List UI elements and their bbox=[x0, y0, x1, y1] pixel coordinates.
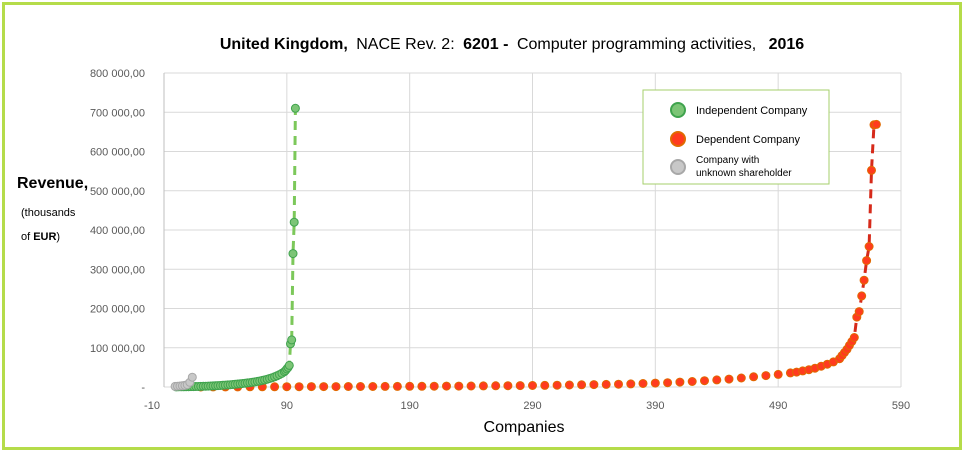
y-axis-unit-line2: of EUR) bbox=[21, 231, 60, 243]
data-point-dependent bbox=[368, 382, 378, 391]
data-point-dependent bbox=[749, 372, 759, 382]
x-tick-label: 590 bbox=[892, 400, 910, 412]
x-tick-label: 390 bbox=[646, 400, 664, 412]
data-point-dependent bbox=[736, 373, 746, 383]
data-point-dependent bbox=[478, 381, 488, 391]
y-tick-label: 400 000,00 bbox=[90, 225, 145, 237]
x-axis-ticks: -10 90 190 290 390 490 590 bbox=[144, 400, 910, 412]
data-point-dependent bbox=[454, 381, 464, 391]
x-tick-label: 290 bbox=[523, 400, 541, 412]
data-point-dependent bbox=[356, 382, 365, 391]
data-point-unknown bbox=[187, 372, 197, 382]
data-point-dependent bbox=[700, 376, 709, 386]
data-point-dependent bbox=[515, 381, 525, 391]
data-point-dependent bbox=[859, 275, 869, 285]
data-point-dependent bbox=[442, 381, 451, 391]
data-point-dependent bbox=[466, 381, 476, 391]
data-point-independent bbox=[290, 103, 300, 113]
data-point-dependent bbox=[638, 379, 648, 388]
series-points bbox=[170, 103, 881, 392]
y-tick-label: 700 000,00 bbox=[90, 107, 145, 119]
data-point-dependent bbox=[405, 381, 415, 391]
trend-line-independent bbox=[285, 108, 297, 370]
data-point-dependent bbox=[528, 381, 537, 390]
data-point-dependent bbox=[331, 382, 341, 392]
data-point-dependent bbox=[392, 381, 402, 391]
data-point-dependent bbox=[663, 378, 673, 388]
data-point-dependent bbox=[380, 381, 390, 391]
legend-marker-unknown bbox=[670, 159, 686, 175]
data-point-dependent bbox=[626, 379, 636, 389]
data-point-independent bbox=[287, 335, 297, 345]
y-tick-label: - bbox=[141, 382, 145, 394]
legend-label-dependent: Dependent Company bbox=[696, 134, 800, 146]
data-point-independent bbox=[288, 249, 298, 259]
x-axis-label: Companies bbox=[484, 419, 565, 436]
data-point-dependent bbox=[319, 382, 329, 392]
data-point-dependent bbox=[773, 369, 783, 379]
data-point-dependent bbox=[540, 380, 550, 390]
legend-marker-dependent bbox=[670, 131, 686, 147]
data-point-dependent bbox=[867, 165, 876, 175]
data-point-dependent bbox=[294, 382, 304, 392]
x-tick-label: 490 bbox=[769, 400, 787, 412]
data-point-dependent bbox=[712, 375, 722, 385]
y-tick-label: 800 000,00 bbox=[90, 68, 145, 80]
data-point-dependent bbox=[491, 381, 501, 391]
chart-title: United Kingdom, NACE Rev. 2: 6201 - Comp… bbox=[220, 36, 804, 53]
x-tick-label: -10 bbox=[144, 400, 160, 412]
data-point-dependent bbox=[429, 381, 439, 391]
data-point-dependent bbox=[761, 371, 771, 381]
data-point-dependent bbox=[270, 382, 280, 392]
data-point-dependent bbox=[849, 333, 859, 342]
data-point-dependent bbox=[871, 119, 881, 129]
data-point-dependent bbox=[864, 242, 874, 251]
data-point-dependent bbox=[552, 380, 562, 390]
x-tick-label: 190 bbox=[400, 400, 418, 412]
data-point-dependent bbox=[614, 379, 623, 389]
y-axis-label: Revenue, bbox=[17, 175, 88, 192]
y-tick-label: 300 000,00 bbox=[90, 264, 145, 276]
data-point-dependent bbox=[417, 381, 427, 391]
data-point-dependent bbox=[282, 382, 292, 392]
y-axis-ticks: - 100 000,00 200 000,00 300 000,00 400 000,0… bbox=[90, 68, 145, 394]
data-point-dependent bbox=[343, 382, 353, 391]
data-point-dependent bbox=[862, 256, 872, 266]
data-point-dependent bbox=[724, 374, 734, 384]
legend-marker-independent bbox=[670, 102, 686, 118]
x-tick-label: 90 bbox=[281, 400, 293, 412]
y-tick-label: 600 000,00 bbox=[90, 147, 145, 159]
y-tick-label: 200 000,00 bbox=[90, 304, 145, 316]
data-point-dependent bbox=[650, 378, 660, 388]
data-point-dependent bbox=[306, 382, 316, 392]
data-point-dependent bbox=[675, 377, 685, 387]
data-point-dependent bbox=[601, 379, 611, 389]
data-point-independent bbox=[284, 360, 294, 370]
y-tick-label: 500 000,00 bbox=[90, 186, 145, 198]
data-point-dependent bbox=[564, 380, 574, 390]
data-point-dependent bbox=[687, 377, 697, 386]
legend-label-unknown: Company with unknown shareholder bbox=[696, 155, 792, 179]
y-axis-unit-line1: (thousands bbox=[21, 207, 76, 219]
data-point-dependent bbox=[589, 380, 599, 390]
legend-label-independent: Independent Company bbox=[696, 105, 808, 117]
y-tick-label: 100 000,00 bbox=[90, 343, 145, 355]
data-point-dependent bbox=[854, 307, 864, 317]
data-point-independent bbox=[289, 217, 299, 227]
data-point-dependent bbox=[577, 380, 587, 390]
data-point-dependent bbox=[857, 291, 867, 301]
legend: Independent Company Dependent Company Co… bbox=[642, 89, 830, 185]
data-point-dependent bbox=[503, 381, 513, 391]
